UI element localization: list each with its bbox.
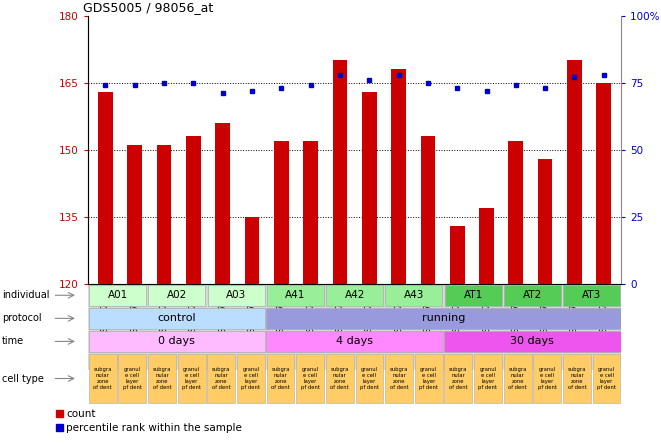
Bar [245, 217, 259, 284]
Text: GDS5005 / 98056_at: GDS5005 / 98056_at [83, 1, 213, 14]
Text: AT3: AT3 [582, 290, 602, 300]
Bar [148, 285, 206, 306]
Text: A02: A02 [167, 290, 187, 300]
Bar [326, 285, 383, 306]
Text: subgra
nular
zone
of dent: subgra nular zone of dent [93, 367, 112, 390]
Bar [391, 69, 406, 284]
Bar [356, 354, 383, 403]
Bar [593, 354, 621, 403]
Text: 0 days: 0 days [159, 337, 195, 346]
Text: subgra
nular
zone
of dent: subgra nular zone of dent [330, 367, 349, 390]
Bar [326, 354, 354, 403]
Bar [178, 354, 206, 403]
Bar [596, 83, 611, 284]
Bar [563, 354, 591, 403]
Text: A01: A01 [108, 290, 128, 300]
Bar [479, 208, 494, 284]
Bar [215, 123, 230, 284]
Bar [98, 91, 113, 284]
Bar [157, 145, 171, 284]
Bar [208, 354, 235, 403]
Text: granul
e cell
layer
pf dent: granul e cell layer pf dent [241, 367, 260, 390]
Text: A03: A03 [226, 290, 246, 300]
Text: subgra
nular
zone
of dent: subgra nular zone of dent [212, 367, 231, 390]
Text: granul
e cell
layer
pf dent: granul e cell layer pf dent [360, 367, 379, 390]
Bar [332, 60, 347, 284]
Bar [533, 354, 561, 403]
Bar [420, 136, 435, 284]
Bar [186, 136, 201, 284]
Bar [266, 308, 621, 329]
Bar [303, 141, 318, 284]
Bar [266, 354, 294, 403]
Bar [89, 285, 146, 306]
Text: subgra
nular
zone
of dent: subgra nular zone of dent [153, 367, 171, 390]
Text: granul
e cell
layer
pf dent: granul e cell layer pf dent [597, 367, 616, 390]
Text: subgra
nular
zone
of dent: subgra nular zone of dent [390, 367, 408, 390]
Bar [450, 226, 465, 284]
Bar [267, 285, 324, 306]
Text: granul
e cell
layer
pf dent: granul e cell layer pf dent [538, 367, 557, 390]
Bar [89, 331, 265, 352]
Text: percentile rank within the sample: percentile rank within the sample [66, 423, 242, 432]
Text: time: time [2, 337, 24, 346]
Text: subgra
nular
zone
of dent: subgra nular zone of dent [449, 367, 468, 390]
Text: 30 days: 30 days [510, 337, 555, 346]
Text: A42: A42 [344, 290, 365, 300]
Bar [474, 354, 502, 403]
Bar [266, 331, 443, 352]
Text: running: running [422, 313, 465, 323]
Bar [56, 410, 63, 417]
Text: cell type: cell type [2, 373, 44, 384]
Bar [415, 354, 443, 403]
Text: individual: individual [2, 290, 49, 300]
Bar [504, 354, 531, 403]
Bar [89, 354, 116, 403]
Text: granul
e cell
layer
pf dent: granul e cell layer pf dent [182, 367, 201, 390]
Text: AT2: AT2 [523, 290, 542, 300]
Bar [56, 424, 63, 431]
Text: subgra
nular
zone
of dent: subgra nular zone of dent [508, 367, 527, 390]
Bar [385, 354, 413, 403]
Bar [508, 141, 523, 284]
Text: A43: A43 [404, 290, 424, 300]
Bar [445, 285, 502, 306]
Text: subgra
nular
zone
of dent: subgra nular zone of dent [568, 367, 586, 390]
Text: 4 days: 4 days [336, 337, 373, 346]
Bar [538, 159, 553, 284]
Bar [504, 285, 561, 306]
Bar [567, 60, 582, 284]
Bar [118, 354, 146, 403]
Text: subgra
nular
zone
of dent: subgra nular zone of dent [271, 367, 290, 390]
Text: control: control [157, 313, 196, 323]
Bar [444, 331, 621, 352]
Text: granul
e cell
layer
pf dent: granul e cell layer pf dent [479, 367, 498, 390]
Text: count: count [66, 408, 95, 419]
Bar [148, 354, 176, 403]
Bar [128, 145, 142, 284]
Text: A41: A41 [285, 290, 305, 300]
Text: AT1: AT1 [463, 290, 483, 300]
Bar [563, 285, 620, 306]
Bar [385, 285, 442, 306]
Bar [444, 354, 472, 403]
Text: granul
e cell
layer
pf dent: granul e cell layer pf dent [301, 367, 320, 390]
Text: protocol: protocol [2, 313, 42, 323]
Text: granul
e cell
layer
pf dent: granul e cell layer pf dent [419, 367, 438, 390]
Bar [296, 354, 324, 403]
Bar [362, 91, 377, 284]
Text: granul
e cell
layer
pf dent: granul e cell layer pf dent [123, 367, 142, 390]
Bar [208, 285, 264, 306]
Bar [274, 141, 289, 284]
Bar [89, 308, 265, 329]
Bar [237, 354, 265, 403]
